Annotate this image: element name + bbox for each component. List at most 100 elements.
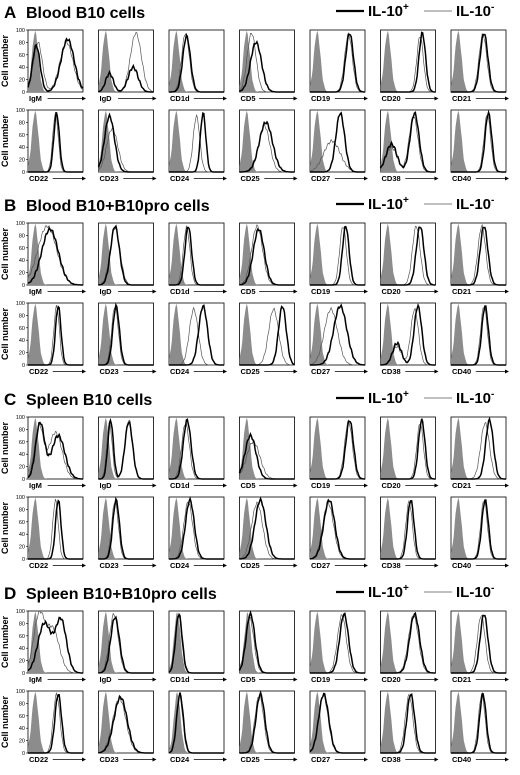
y-tick-label: 40	[19, 532, 25, 538]
axis-arrowhead	[152, 757, 157, 762]
il10-positive-line	[28, 499, 83, 560]
legend: IL-10+ IL-10-	[336, 583, 494, 601]
y-tick-label: 60	[19, 133, 25, 139]
y-tick-label: 20	[19, 545, 25, 551]
isotype-control-fill	[28, 110, 83, 172]
y-tick-label: 100	[16, 689, 25, 695]
isotype-control-fill	[169, 223, 224, 285]
isotype-control-fill	[169, 30, 224, 92]
axis-arrowhead	[223, 483, 227, 488]
axis-arrowhead	[152, 677, 157, 682]
axis-arrowhead	[364, 757, 368, 762]
marker-label: CD23	[100, 755, 119, 764]
isotype-control-fill	[380, 691, 436, 753]
histogram-cd40: CD40	[450, 690, 509, 764]
il10-positive-line	[380, 226, 436, 286]
marker-label: IgD	[100, 675, 113, 684]
axis-arrowhead	[364, 369, 368, 374]
axis-arrowhead	[364, 483, 368, 488]
marker-label: CD1d	[170, 94, 190, 103]
isotype-control-fill	[380, 223, 436, 285]
y-tick-label: 20	[19, 158, 25, 164]
il10-positive-line	[451, 416, 507, 480]
y-tick-label: 40	[19, 145, 25, 151]
axis-arrowhead	[505, 483, 509, 488]
axis-arrowhead	[82, 176, 86, 181]
histogram-cd19: CD19	[309, 610, 368, 684]
histogram-cd19: CD19	[309, 222, 368, 296]
y-tick-label: 40	[19, 258, 25, 264]
marker-label: CD1d	[170, 287, 190, 296]
y-tick-label: 80	[19, 621, 25, 627]
y-tick-label: 80	[19, 233, 25, 239]
histogram-cd1d: CD1d	[168, 222, 227, 296]
histogram-cd23: CD23	[98, 496, 157, 570]
axis-arrowhead	[505, 563, 509, 568]
y-tick-label: 40	[19, 338, 25, 344]
marker-label: CD20	[382, 287, 401, 296]
il10-negative-line	[98, 31, 154, 93]
panel-c: C Spleen B10 cells IL-10+ IL-10- Cell number…	[0, 389, 509, 570]
y-tick-label: 0	[22, 170, 25, 176]
y-tick-label: 100	[16, 495, 25, 501]
y-tick-label: 0	[22, 363, 25, 369]
axis-arrowhead	[223, 677, 227, 682]
il10-positive-line	[169, 496, 224, 560]
axis-arrowhead	[293, 757, 298, 762]
axis-arrowhead	[152, 176, 157, 181]
y-tick-label: 80	[19, 427, 25, 433]
il10-positive-line	[451, 614, 506, 674]
legend-il10-negative-label: IL-10-	[456, 389, 494, 407]
marker-label: IgD	[100, 481, 113, 490]
marker-label: CD5	[241, 675, 256, 684]
il10-positive-line	[451, 226, 506, 286]
histogram-igm: 0 20 40 60 80 100 IgM	[16, 609, 86, 684]
panel-title: Spleen B10 cells	[26, 392, 152, 409]
histogram-cd21: CD21	[450, 610, 509, 684]
y-tick-label: 80	[19, 507, 25, 513]
y-tick-label: 0	[22, 751, 25, 757]
il10-positive-line	[28, 693, 83, 754]
y-tick-label: 0	[22, 671, 25, 677]
axis-arrowhead	[82, 677, 86, 682]
y-tick-label: 100	[16, 301, 25, 307]
y-tick-label: 60	[19, 440, 25, 446]
marker-label: CD22	[29, 174, 48, 183]
isotype-control-fill	[310, 497, 365, 559]
isotype-control-fill	[239, 110, 295, 172]
histogram-cd21: CD21	[450, 222, 509, 296]
isotype-control-fill	[451, 691, 506, 753]
marker-label: CD19	[311, 481, 330, 490]
axis-arrowhead	[364, 289, 368, 294]
il10-positive-line	[451, 305, 506, 366]
marker-label: CD27	[311, 367, 330, 376]
isotype-control-fill	[98, 497, 154, 559]
y-tick-label: 40	[19, 65, 25, 71]
histogram-cd27: CD27	[309, 302, 368, 376]
isotype-control-fill	[239, 417, 295, 479]
il10-positive-line	[98, 224, 154, 286]
il10-positive-line	[27, 37, 84, 92]
isotype-control-fill	[239, 612, 295, 673]
isotype-control-fill	[310, 417, 365, 479]
marker-label: CD20	[382, 481, 401, 490]
marker-label: CD19	[311, 675, 330, 684]
histogram-igd: IgD	[98, 222, 157, 296]
axis-arrowhead	[293, 369, 298, 374]
histogram-cd23: CD23	[97, 109, 157, 183]
panel-letter: B	[4, 196, 16, 215]
histogram-cd40: CD40	[450, 302, 509, 376]
axis-arrowhead	[364, 677, 368, 682]
il10-positive-line	[169, 226, 224, 286]
axis-arrowhead	[82, 289, 86, 294]
il10-positive-line	[239, 305, 295, 366]
isotype-control-fill	[310, 223, 365, 285]
il10-positive-line	[310, 303, 366, 366]
y-tick-label: 60	[19, 326, 25, 332]
histogram-cd1d: CD1d	[168, 416, 227, 490]
histogram-igm: 0 20 40 60 80 100 IgM	[16, 415, 86, 490]
isotype-control-fill	[380, 611, 436, 673]
axis-arrowhead	[152, 369, 157, 374]
isotype-control-fill	[98, 303, 154, 365]
isotype-control-fill	[451, 497, 506, 559]
